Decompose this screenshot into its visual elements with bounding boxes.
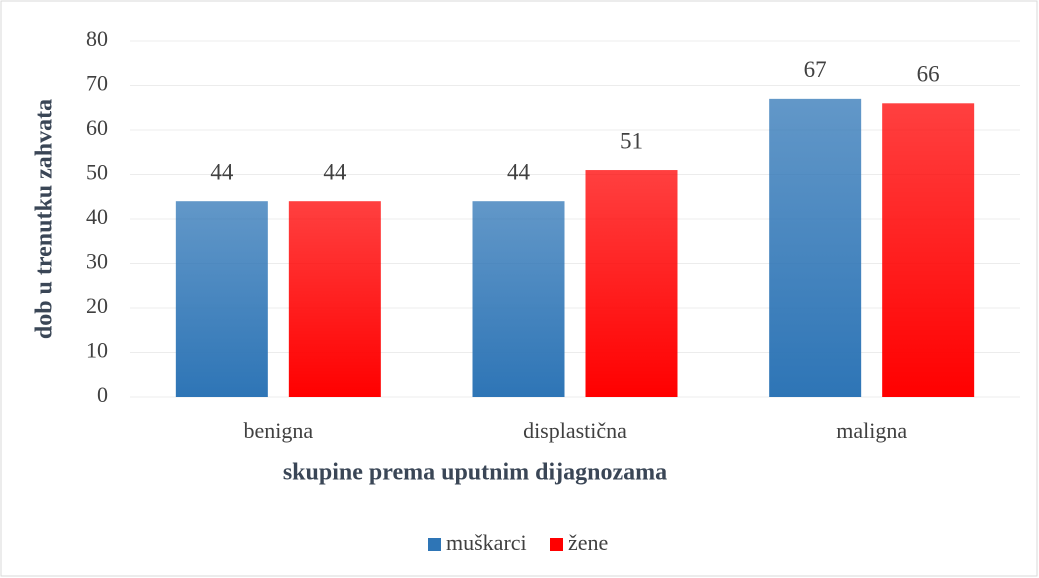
bar bbox=[288, 201, 381, 397]
legend-label: žene bbox=[568, 530, 608, 555]
y-axis-title: dob u trenutku zahvata bbox=[32, 99, 58, 339]
x-tick-label: maligna bbox=[836, 418, 907, 443]
x-tick-label: displastična bbox=[523, 418, 627, 443]
legend-label: muškarci bbox=[446, 530, 527, 555]
x-axis-title: skupine prema uputnim dijagnozama bbox=[283, 460, 667, 486]
bar bbox=[882, 103, 975, 398]
y-tick-label: 10 bbox=[86, 338, 108, 363]
y-tick-label: 0 bbox=[97, 382, 108, 407]
y-tick-label: 20 bbox=[86, 293, 108, 318]
bar bbox=[472, 201, 565, 397]
legend-swatch bbox=[550, 538, 563, 551]
value-label: 44 bbox=[507, 159, 531, 184]
bar bbox=[769, 98, 862, 397]
y-tick-label: 30 bbox=[86, 249, 108, 274]
y-tick-label: 40 bbox=[86, 204, 108, 229]
value-label: 44 bbox=[323, 159, 347, 184]
value-label: 44 bbox=[210, 159, 234, 184]
bar bbox=[175, 201, 268, 397]
value-label: 51 bbox=[620, 128, 643, 153]
legend-swatch bbox=[428, 538, 441, 551]
y-tick-label: 80 bbox=[86, 26, 108, 51]
value-label: 67 bbox=[804, 57, 827, 82]
y-tick-label: 70 bbox=[86, 71, 108, 96]
y-tick-label: 50 bbox=[86, 160, 108, 185]
y-tick-label: 60 bbox=[86, 115, 108, 140]
bar bbox=[585, 170, 678, 397]
x-tick-label: benigna bbox=[244, 418, 314, 443]
value-label: 66 bbox=[917, 62, 940, 87]
